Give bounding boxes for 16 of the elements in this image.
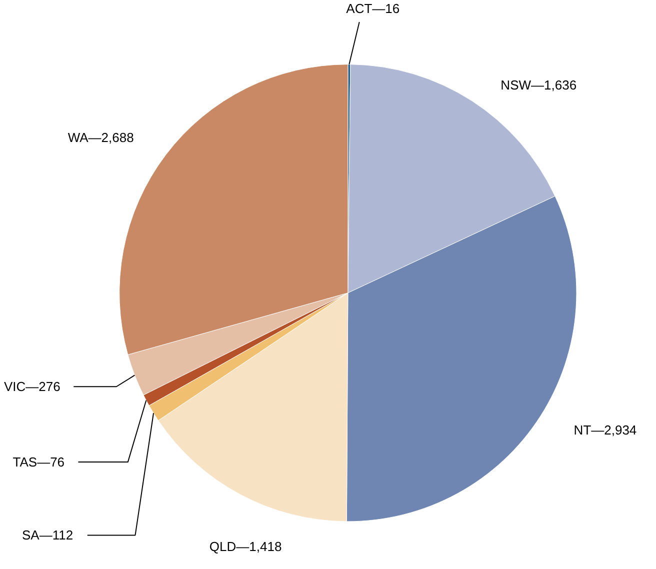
slice-label: ACT — [346, 0, 372, 16]
slice-label: QLD — [209, 539, 236, 554]
data-label: —2,934 — [591, 422, 637, 438]
data-label: —1,418 — [236, 539, 282, 554]
slice-label: SA — [22, 528, 40, 543]
slice-label: NT — [574, 422, 592, 438]
data-label: —1,636 — [531, 77, 577, 92]
data-label: —276 — [26, 379, 60, 394]
data-label: —112 — [39, 528, 74, 543]
slice-label: WA — [68, 130, 89, 145]
data-label: —16 — [372, 0, 400, 16]
slice-label: TAS — [12, 454, 38, 470]
data-label: —76 — [37, 454, 65, 470]
slice-label: NSW — [500, 77, 532, 92]
slice-label: VIC — [4, 379, 26, 394]
data-label: —2,688 — [88, 130, 134, 145]
